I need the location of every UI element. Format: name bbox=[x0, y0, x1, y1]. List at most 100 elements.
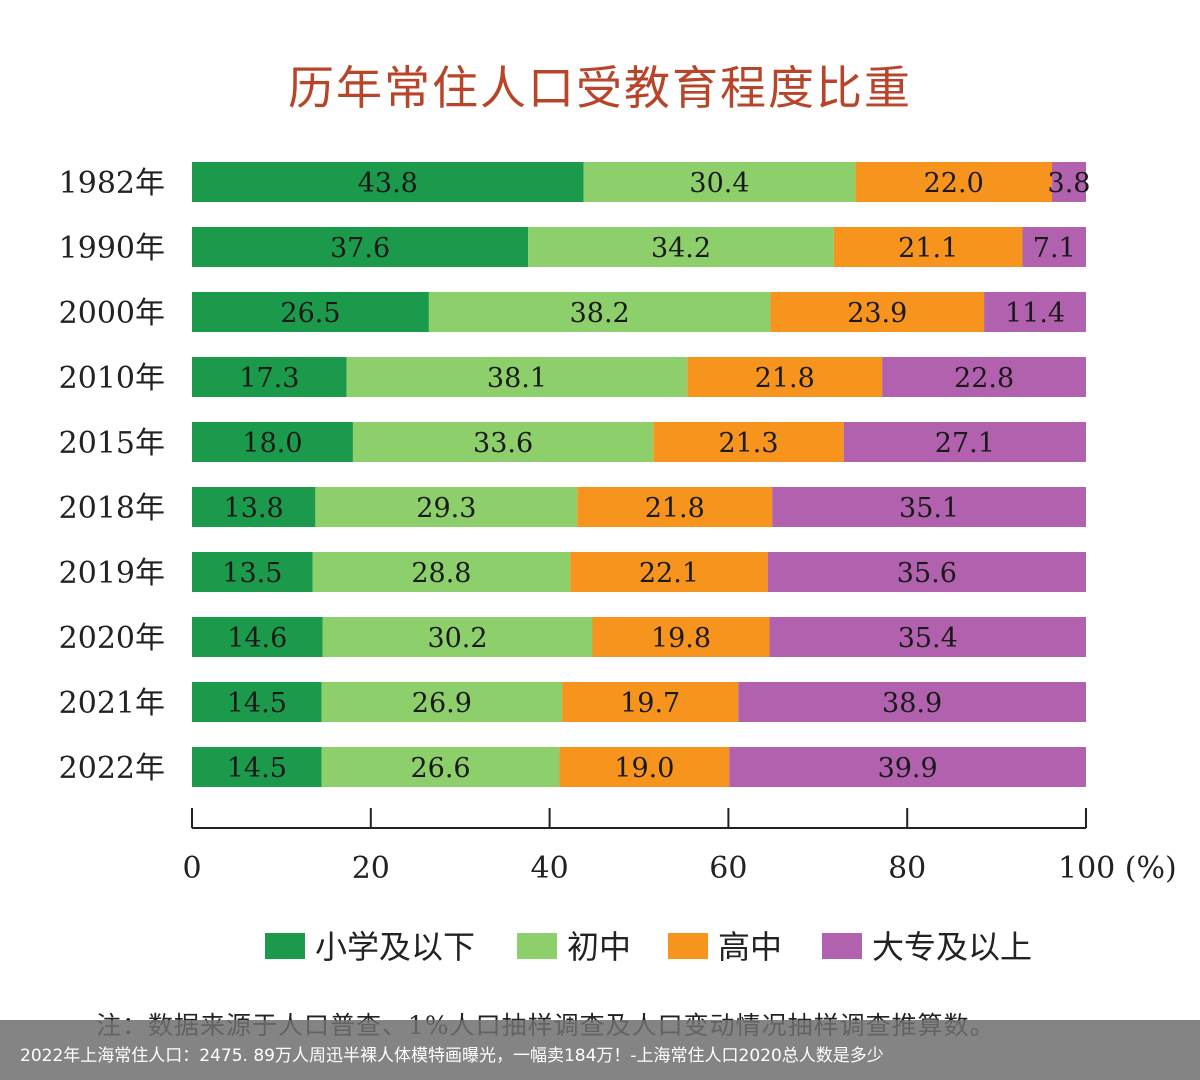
data-label: 22.0 bbox=[924, 168, 984, 199]
bar-segment bbox=[770, 292, 985, 332]
bar-segment bbox=[738, 682, 1086, 722]
bar-segment bbox=[769, 617, 1086, 657]
caption-text: 2022年上海常住人口：2475. 89万人周迅半裸人体模特画曝光，一幅卖184… bbox=[20, 1046, 884, 1066]
category-label: 2021年 bbox=[59, 686, 165, 721]
bar-segment bbox=[729, 747, 1086, 787]
data-label: 43.8 bbox=[358, 168, 418, 199]
bar-segment bbox=[570, 552, 768, 592]
stacked-bar-chart: 1982年 43.8 30.4 22.0 3.8 1990年 37.6 34.2 21.1 7.1… bbox=[59, 162, 1177, 966]
legend-swatch bbox=[822, 933, 862, 959]
data-label: 19.8 bbox=[651, 623, 711, 654]
data-label: 28.8 bbox=[411, 558, 471, 589]
bar-segment bbox=[192, 487, 316, 527]
category-label: 1982年 bbox=[59, 166, 165, 201]
data-label: 33.6 bbox=[473, 428, 533, 459]
bar-segment bbox=[352, 422, 654, 462]
bar-segment bbox=[315, 487, 578, 527]
bar-segment bbox=[843, 422, 1086, 462]
bar-segment bbox=[528, 227, 834, 267]
data-label: 38.9 bbox=[882, 688, 942, 719]
chart-title: 历年常住人口受教育程度比重 bbox=[288, 61, 912, 115]
data-label: 21.3 bbox=[718, 428, 778, 459]
legend-label: 初中 bbox=[567, 928, 631, 966]
bar-segment bbox=[321, 747, 560, 787]
bar-segment bbox=[855, 162, 1053, 202]
bar-segment bbox=[192, 227, 529, 267]
bar-segment bbox=[192, 617, 323, 657]
data-label: 21.8 bbox=[645, 493, 705, 524]
data-label: 19.0 bbox=[614, 753, 674, 784]
bar-segment bbox=[192, 682, 322, 722]
data-label: 13.5 bbox=[222, 558, 282, 589]
legend-swatch bbox=[517, 933, 557, 959]
bar-segment bbox=[192, 422, 353, 462]
data-label: 3.8 bbox=[1048, 168, 1091, 199]
bar-segment bbox=[592, 617, 770, 657]
category-label: 2015年 bbox=[59, 426, 165, 461]
data-label: 21.1 bbox=[898, 233, 958, 264]
bar-segment bbox=[192, 292, 429, 332]
bar-segment bbox=[192, 552, 313, 592]
data-label: 17.3 bbox=[239, 363, 299, 394]
bar-segment bbox=[583, 162, 856, 202]
category-label: 2020年 bbox=[59, 621, 165, 656]
data-label: 13.8 bbox=[224, 493, 284, 524]
data-label: 37.6 bbox=[330, 233, 390, 264]
category-label: 2022年 bbox=[59, 751, 165, 786]
data-label: 26.5 bbox=[280, 298, 340, 329]
data-label: 35.6 bbox=[897, 558, 957, 589]
data-label: 19.7 bbox=[620, 688, 680, 719]
data-label: 14.5 bbox=[227, 688, 287, 719]
x-tick-label: 20 bbox=[352, 851, 390, 886]
bar-segment bbox=[562, 682, 739, 722]
data-label: 11.4 bbox=[1005, 298, 1065, 329]
bar-segment bbox=[833, 227, 1023, 267]
bar-segment bbox=[882, 357, 1086, 397]
bar-segment bbox=[559, 747, 730, 787]
data-label: 14.5 bbox=[227, 753, 287, 784]
data-label: 30.2 bbox=[427, 623, 487, 654]
data-label: 21.8 bbox=[755, 363, 815, 394]
data-label: 22.8 bbox=[954, 363, 1014, 394]
data-label: 38.2 bbox=[570, 298, 630, 329]
data-label: 7.1 bbox=[1033, 233, 1076, 264]
bar-segment bbox=[1022, 227, 1086, 267]
x-tick-label: 60 bbox=[709, 851, 747, 886]
category-label: 2010年 bbox=[59, 361, 165, 396]
legend-swatch bbox=[668, 933, 708, 959]
category-label: 2000年 bbox=[59, 296, 165, 331]
legend-label: 小学及以下 bbox=[315, 928, 475, 966]
data-label: 26.9 bbox=[412, 688, 472, 719]
x-tick-label: 80 bbox=[888, 851, 926, 886]
bar-segment bbox=[984, 292, 1086, 332]
legend-label: 大专及以上 bbox=[872, 928, 1032, 966]
data-label: 22.1 bbox=[639, 558, 699, 589]
bar-segment bbox=[428, 292, 771, 332]
bar-segment bbox=[772, 487, 1086, 527]
data-label: 35.4 bbox=[898, 623, 958, 654]
bar-segment bbox=[653, 422, 844, 462]
bar-segment bbox=[687, 357, 883, 397]
bar-segment bbox=[577, 487, 773, 527]
data-label: 27.1 bbox=[935, 428, 995, 459]
data-label: 39.9 bbox=[878, 753, 938, 784]
data-label: 26.6 bbox=[410, 753, 470, 784]
bar-segment bbox=[192, 747, 322, 787]
data-label: 35.1 bbox=[899, 493, 959, 524]
bar-segment bbox=[312, 552, 571, 592]
data-label: 29.3 bbox=[416, 493, 476, 524]
x-tick-label: 100 (%) bbox=[1058, 851, 1177, 886]
legend-swatch bbox=[265, 933, 305, 959]
bar-segment bbox=[767, 552, 1086, 592]
data-label: 23.9 bbox=[847, 298, 907, 329]
bar-segment bbox=[192, 162, 584, 202]
bar-segment bbox=[192, 357, 347, 397]
legend-label: 高中 bbox=[718, 928, 782, 966]
category-label: 2018年 bbox=[59, 491, 165, 526]
data-label: 34.2 bbox=[651, 233, 711, 264]
data-label: 14.6 bbox=[227, 623, 287, 654]
bar-segment bbox=[346, 357, 688, 397]
data-label: 30.4 bbox=[689, 168, 749, 199]
x-tick-label: 40 bbox=[531, 851, 569, 886]
data-label: 38.1 bbox=[487, 363, 547, 394]
